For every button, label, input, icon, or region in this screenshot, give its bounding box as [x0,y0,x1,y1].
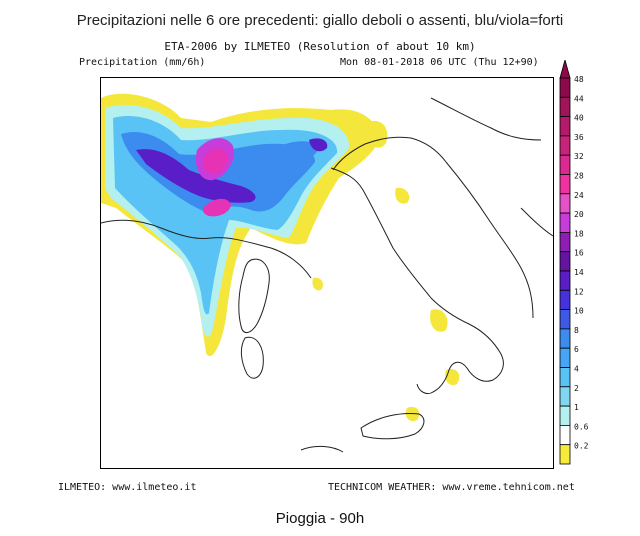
chart-title: Precipitazioni nelle 6 ore precedenti: g… [76,12,564,29]
legend-swatch [559,135,571,156]
footer-source-left: ILMETEO: www.ilmeteo.it [58,482,197,493]
legend-label: 20 [574,210,584,219]
legend-label: 0.6 [574,422,589,431]
caption: Pioggia - 90h [275,510,365,527]
model-line: ETA-2006 by ILMETEO (Resolution of about… [164,40,476,53]
legend-label: 0.2 [574,442,589,451]
legend-label: 16 [574,249,584,258]
legend-swatch [559,193,571,214]
legend-swatch [559,309,571,330]
legend-svg: 48 44 40 36 32 28 24 20 18 16 14 12 10 8 6 4 2 1 0.6 0.2 [559,58,589,465]
units-label: Precipitation (mm/6h) [79,57,206,68]
legend-swatch [559,405,571,426]
legend-swatch [559,367,571,388]
legend-label: 2 [574,384,579,393]
legend-label: 14 [574,268,584,277]
legend-label: 48 [574,75,584,84]
legend-label: 8 [574,326,579,335]
legend-swatch [559,386,571,407]
legend-swatch [559,174,571,195]
legend-swatch [559,96,571,117]
legend-label: 12 [574,287,584,296]
legend-label: 40 [574,114,584,123]
legend-swatch [559,77,571,98]
precip-magenta-field [195,138,328,217]
legend-label: 28 [574,172,584,181]
legend-label: 36 [574,133,584,142]
legend-label: 32 [574,152,584,161]
legend-swatch [559,270,571,291]
legend-swatch [559,289,571,311]
footer-source-right: TECHNICOM WEATHER: www.vreme.tehnicom.ne… [328,482,575,493]
legend-swatch [559,154,571,175]
legend-swatch [559,328,571,349]
coastlines [101,97,553,453]
legend-swatch [559,251,571,272]
legend-swatch [559,116,571,137]
run-info: Mon 08-01-2018 06 UTC (Thu 12+90) [340,57,539,68]
legend-swatch [559,444,571,465]
legend-label: 6 [574,345,579,354]
map-canvas [101,93,553,453]
legend-label: 4 [574,365,579,374]
legend-swatch [559,424,571,446]
legend-swatch [559,212,571,233]
precipitation-map [100,77,554,469]
legend-swatch [559,231,571,253]
legend-label: 10 [574,307,584,316]
legend-arrow [559,58,571,79]
legend-label: 24 [574,191,584,200]
legend-label: 18 [574,229,584,238]
legend-swatch [559,347,571,368]
legend-label: 44 [574,94,584,103]
legend-label: 1 [574,403,579,412]
color-legend: 48 44 40 36 32 28 24 20 18 16 14 12 10 8 6 4 2 1 0.6 0.2 [559,58,599,470]
